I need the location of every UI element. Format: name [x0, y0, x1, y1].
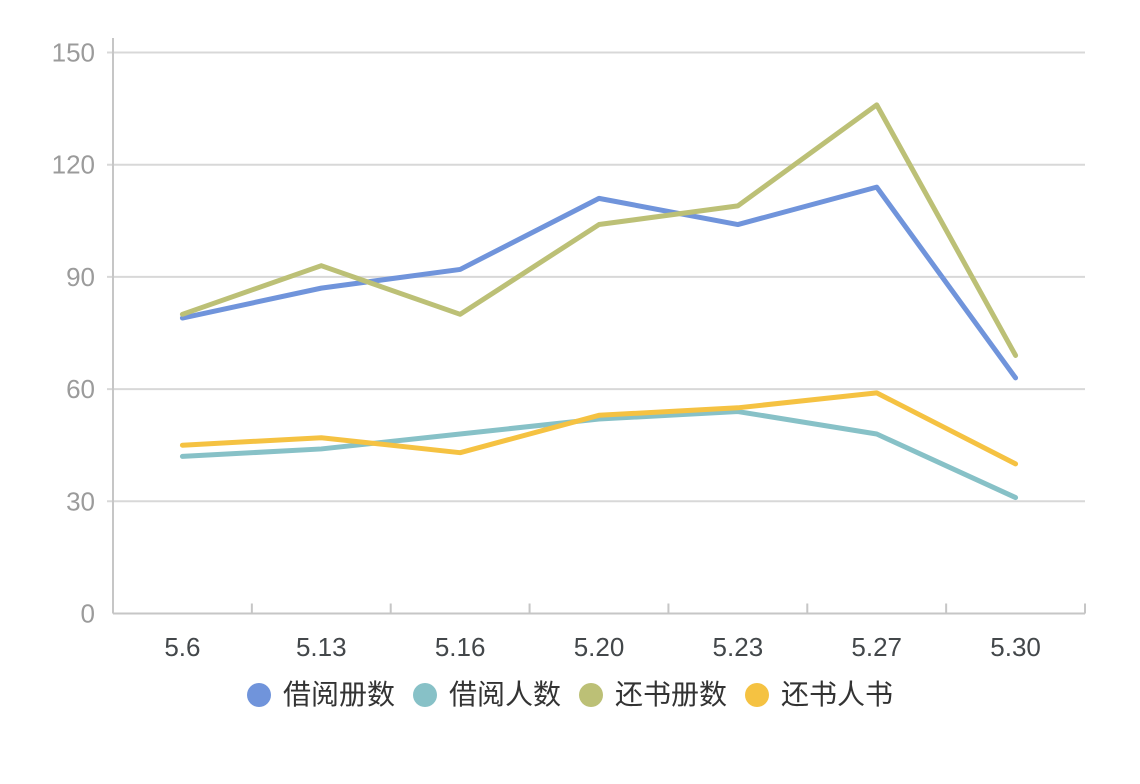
legend-marker-icon — [745, 683, 770, 707]
x-axis-tick-label: 5.30 — [990, 632, 1041, 662]
legend-item-2[interactable]: 借阅人数 — [412, 678, 561, 712]
legend-item-4[interactable]: 还书人书 — [745, 678, 893, 712]
y-axis-tick-label: 150 — [52, 38, 95, 68]
series-line-4[interactable] — [179, 390, 1019, 467]
chart-plot-area: 0 30 60 90 120 150 5.6 5.13 5.16 5.20 5.23 5.27 5.30 — [52, 38, 1086, 662]
legend-marker-icon — [246, 683, 271, 707]
y-axis-tick-label: 90 — [66, 262, 95, 292]
legend-label: 还书人书 — [781, 679, 894, 710]
legend-marker-icon — [579, 683, 603, 707]
y-axis-tick-label: 60 — [66, 374, 95, 404]
x-axis-tick-label: 5.16 — [435, 632, 486, 662]
chart-legend: 借阅册数 借阅人数 还书册数 还书人书 — [0, 678, 1140, 712]
x-axis-tick-label: 5.13 — [296, 632, 347, 662]
x-axis-tick-label: 5.6 — [164, 632, 200, 662]
x-axis-tick-label: 5.23 — [713, 632, 764, 662]
series-line-1[interactable] — [179, 184, 1019, 381]
y-axis-tick-label: 120 — [52, 150, 95, 180]
y-axis-tick-label: 0 — [81, 599, 95, 629]
series-line-3[interactable] — [179, 102, 1019, 358]
x-axis-tick-label: 5.27 — [851, 632, 902, 662]
legend-marker-icon — [412, 683, 437, 707]
y-axis-tick-label: 30 — [66, 486, 95, 516]
legend-label: 借阅册数 — [282, 679, 395, 710]
legend-label: 借阅人数 — [448, 679, 561, 710]
legend-item-3[interactable]: 还书册数 — [579, 678, 727, 712]
x-axis-tick-label: 5.20 — [574, 632, 625, 662]
legend-item-1[interactable]: 借阅册数 — [246, 678, 395, 712]
series-line-2[interactable] — [179, 409, 1019, 501]
legend-label: 还书册数 — [615, 679, 728, 710]
